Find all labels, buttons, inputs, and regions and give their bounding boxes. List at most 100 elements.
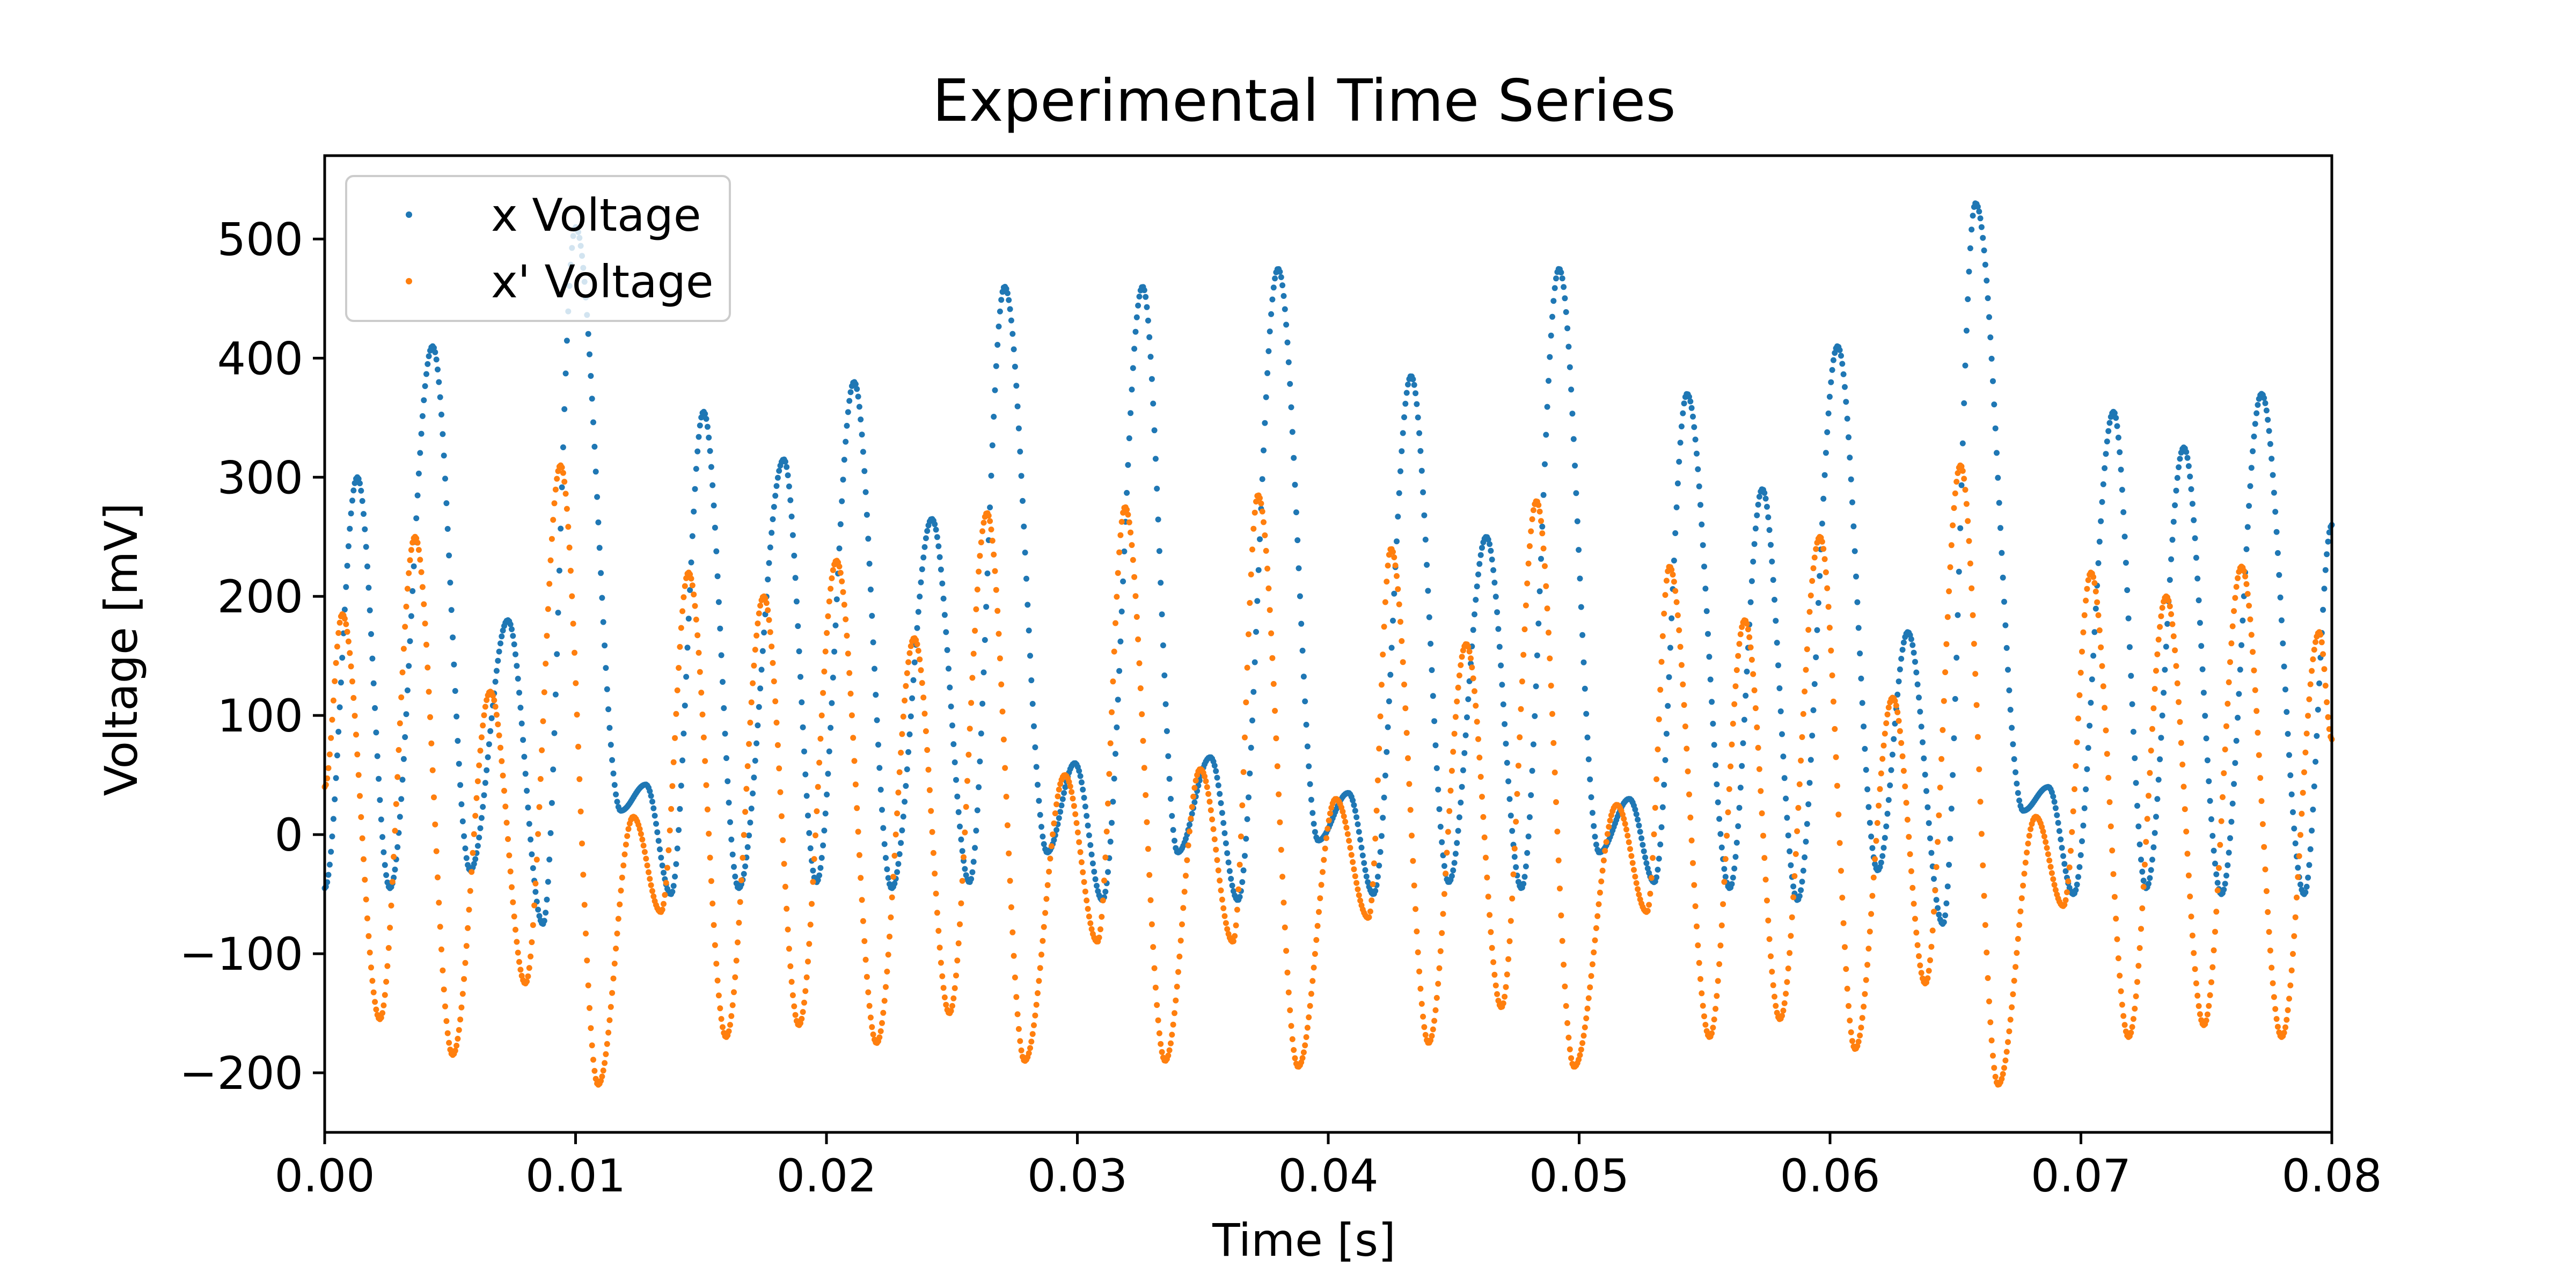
data-point xyxy=(729,1002,736,1008)
data-point xyxy=(989,538,996,544)
data-point xyxy=(1729,881,1735,887)
data-point xyxy=(2228,640,2235,647)
data-point xyxy=(903,683,909,689)
data-point xyxy=(1128,529,1134,536)
data-point xyxy=(398,796,405,802)
data-point xyxy=(1479,794,1485,800)
data-point xyxy=(1283,948,1290,954)
data-point xyxy=(478,815,485,821)
data-point xyxy=(330,697,336,704)
data-point xyxy=(2061,861,2068,867)
data-point xyxy=(588,373,594,379)
data-point xyxy=(1953,479,1960,485)
data-point xyxy=(854,805,860,811)
data-point xyxy=(1596,901,1602,908)
data-point xyxy=(1937,785,1943,791)
data-point xyxy=(2051,799,2058,805)
y-tick-label: 200 xyxy=(217,570,303,623)
data-point xyxy=(1022,550,1028,556)
data-point xyxy=(698,414,705,421)
data-point xyxy=(589,396,595,402)
data-point xyxy=(1992,1073,1999,1080)
data-point xyxy=(2288,967,2295,974)
data-point xyxy=(1101,877,1107,884)
data-point xyxy=(2117,449,2123,456)
data-point xyxy=(1088,926,1095,932)
data-point xyxy=(2118,466,2124,473)
data-point xyxy=(415,470,422,477)
data-point xyxy=(545,879,551,885)
data-point xyxy=(1483,854,1489,861)
data-point xyxy=(894,810,901,817)
data-point xyxy=(759,648,766,654)
data-point xyxy=(1213,846,1219,853)
data-point xyxy=(2014,950,2020,956)
data-point xyxy=(1340,808,1346,815)
data-point xyxy=(1451,730,1458,737)
data-point xyxy=(2229,623,2236,630)
data-point xyxy=(1796,893,1803,899)
data-point xyxy=(993,363,999,369)
data-point xyxy=(1308,991,1314,997)
data-point xyxy=(2054,812,2060,818)
data-point xyxy=(609,757,616,763)
data-point xyxy=(787,963,794,969)
data-point xyxy=(2132,755,2138,762)
data-point xyxy=(407,557,413,564)
data-point xyxy=(1204,784,1210,791)
data-point xyxy=(2163,643,2169,650)
data-point xyxy=(602,642,608,649)
data-point xyxy=(996,323,1002,330)
data-point xyxy=(851,758,858,764)
data-point xyxy=(452,1048,458,1054)
data-point xyxy=(1439,839,1445,845)
data-point xyxy=(1646,902,1652,908)
data-point xyxy=(683,674,690,680)
data-point xyxy=(2099,499,2105,505)
data-point xyxy=(1882,835,1888,841)
data-point xyxy=(1819,538,1825,545)
data-point xyxy=(1932,887,1938,894)
data-point xyxy=(1685,768,1691,774)
data-point xyxy=(2080,822,2087,829)
data-point xyxy=(1655,867,1661,873)
data-point xyxy=(1378,833,1385,839)
data-point xyxy=(1356,829,1362,835)
data-point xyxy=(1477,552,1484,558)
data-point xyxy=(1477,774,1484,780)
data-point xyxy=(1223,840,1229,846)
data-point xyxy=(709,901,716,907)
data-point xyxy=(2221,770,2227,777)
data-point xyxy=(2133,780,2139,786)
data-point xyxy=(1836,840,1843,846)
data-point xyxy=(2287,772,2294,779)
data-point xyxy=(1357,897,1364,904)
data-point xyxy=(1297,593,1303,599)
data-point xyxy=(1448,873,1455,879)
data-point xyxy=(1917,962,1923,969)
data-point xyxy=(963,804,969,810)
data-point xyxy=(669,889,676,895)
data-point xyxy=(1589,810,1596,816)
data-point xyxy=(1255,567,1262,573)
data-point xyxy=(471,831,477,837)
data-point xyxy=(1916,694,1922,701)
data-point xyxy=(843,616,849,623)
data-point xyxy=(865,989,872,996)
data-point xyxy=(702,411,708,417)
data-point xyxy=(1799,879,1805,885)
data-point xyxy=(530,865,536,872)
data-point xyxy=(1839,361,1846,367)
data-point xyxy=(979,528,986,535)
data-point xyxy=(484,767,490,773)
data-point xyxy=(715,599,722,605)
data-point xyxy=(2324,551,2330,558)
data-point xyxy=(1832,726,1838,732)
data-point xyxy=(572,649,577,656)
data-point xyxy=(518,720,525,727)
data-point xyxy=(1883,823,1890,830)
data-point xyxy=(550,517,557,523)
data-point xyxy=(677,806,683,812)
data-point xyxy=(1279,874,1286,880)
data-point xyxy=(2060,853,2066,859)
